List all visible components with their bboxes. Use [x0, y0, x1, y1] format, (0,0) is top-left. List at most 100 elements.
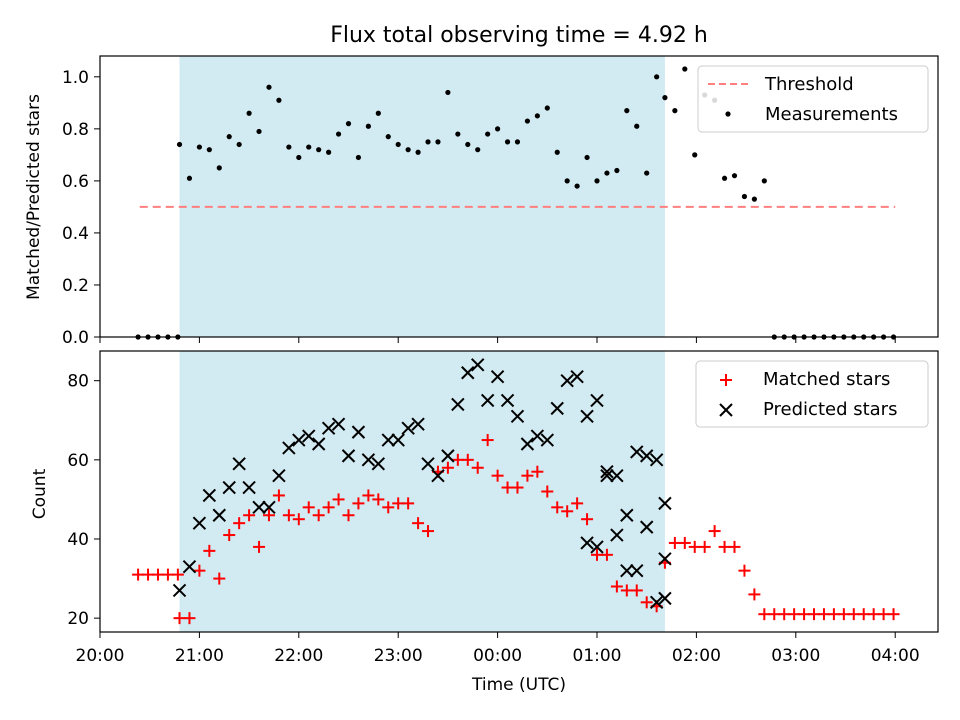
measurement-point [475, 147, 481, 153]
measurement-point [226, 134, 232, 140]
predicted-point [272, 468, 286, 483]
matched-point [748, 588, 761, 601]
predicted-point [580, 409, 594, 424]
predicted-point [630, 563, 644, 578]
matched-point [183, 612, 196, 625]
bottom-observing-span [179, 351, 665, 632]
measurement-point [604, 170, 610, 176]
predicted-point [282, 441, 296, 455]
predicted-point [658, 496, 672, 511]
bottom-axes-frame [99, 350, 939, 633]
predicted-point [610, 528, 624, 542]
matched-points [132, 434, 900, 625]
matched-point [312, 509, 325, 522]
matched-point [698, 540, 711, 553]
predicted-point [639, 449, 654, 463]
measurement-point [306, 144, 312, 150]
legend-matched-label: Matched stars [763, 369, 890, 390]
predicted-point [600, 468, 614, 483]
predicted-point [371, 457, 386, 471]
matched-point [272, 489, 285, 502]
matched-point [372, 493, 385, 506]
predicted-point [321, 421, 336, 435]
measurement-point [365, 123, 371, 129]
measurement-point [731, 173, 738, 179]
predicted-point [658, 552, 672, 566]
measurement-point [682, 66, 688, 72]
matched-point [402, 497, 415, 510]
matched-point [262, 509, 275, 522]
matched-point [511, 481, 524, 494]
measurement-point [534, 113, 540, 119]
x-tick-label: 01:00 [573, 646, 622, 666]
measurement-point [206, 147, 212, 153]
predicted-point [510, 409, 525, 424]
matched-point [678, 536, 691, 549]
measurement-point [495, 126, 501, 132]
matched-point [728, 540, 741, 553]
predicted-point [530, 429, 545, 443]
predicted-point [212, 508, 226, 522]
measurement-point [751, 196, 757, 202]
top-axes-frame [99, 55, 939, 338]
matched-point [243, 509, 256, 522]
measurement-point [335, 131, 342, 137]
measurement-point [514, 139, 521, 145]
matched-point [738, 564, 751, 577]
matched-point [708, 525, 721, 538]
measurement-point [355, 154, 362, 161]
predicted-point [649, 453, 664, 467]
predicted-point [311, 437, 326, 451]
measurement-point [216, 165, 222, 171]
predicted-point [540, 433, 555, 447]
matched-point [322, 501, 335, 514]
x-tick-label: 04:00 [871, 646, 920, 666]
matched-point [481, 434, 494, 447]
measurement-point [614, 167, 620, 174]
top-y-tick-label: 0.4 [62, 224, 89, 244]
measurement-point [584, 154, 590, 161]
matched-point [233, 517, 246, 530]
legend-predicted-swatch [719, 403, 733, 417]
top-y-tick-label: 1.0 [62, 68, 89, 88]
x-tick-label: 00:00 [473, 646, 522, 666]
matched-point [342, 509, 355, 522]
measurement-point [455, 131, 461, 137]
x-tick-label: 03:00 [771, 646, 820, 666]
matched-point [282, 509, 295, 522]
legend-matched-swatch [720, 374, 732, 386]
bottom-panel: 20 40 60 80 20:00 21:00 22:00 23:00 00:00 01:00 0… [30, 350, 939, 695]
predicted-point [411, 417, 425, 431]
matched-point [461, 453, 474, 466]
matched-point [412, 517, 425, 530]
predicted-point [520, 437, 535, 451]
predicted-point [401, 421, 415, 435]
predicted-point [461, 366, 475, 380]
matched-point [193, 564, 206, 577]
matched-point [551, 501, 564, 514]
predicted-point [302, 429, 316, 443]
legend-predicted-label: Predicted stars [763, 399, 897, 420]
measurement-point [761, 178, 767, 184]
measurement-point [296, 154, 302, 161]
matched-point [531, 465, 544, 478]
predicted-point [610, 468, 624, 483]
predicted-point [252, 500, 266, 515]
matched-point [581, 513, 594, 526]
measurement-point [624, 108, 630, 114]
measurement-point [485, 131, 491, 137]
measurement-point [634, 123, 640, 129]
predicted-point [381, 433, 395, 447]
measurement-point [236, 141, 242, 148]
legend-measurement-swatch [725, 111, 731, 117]
matched-point [253, 540, 266, 553]
predicted-point [480, 393, 495, 408]
matched-point [561, 505, 574, 518]
predicted-point [341, 449, 356, 463]
top-y-tick-label: 0.6 [62, 172, 89, 192]
predicted-point [172, 583, 187, 598]
legend-measurement-label: Measurements [765, 104, 898, 125]
matched-point [203, 544, 216, 557]
predicted-point [431, 468, 445, 483]
